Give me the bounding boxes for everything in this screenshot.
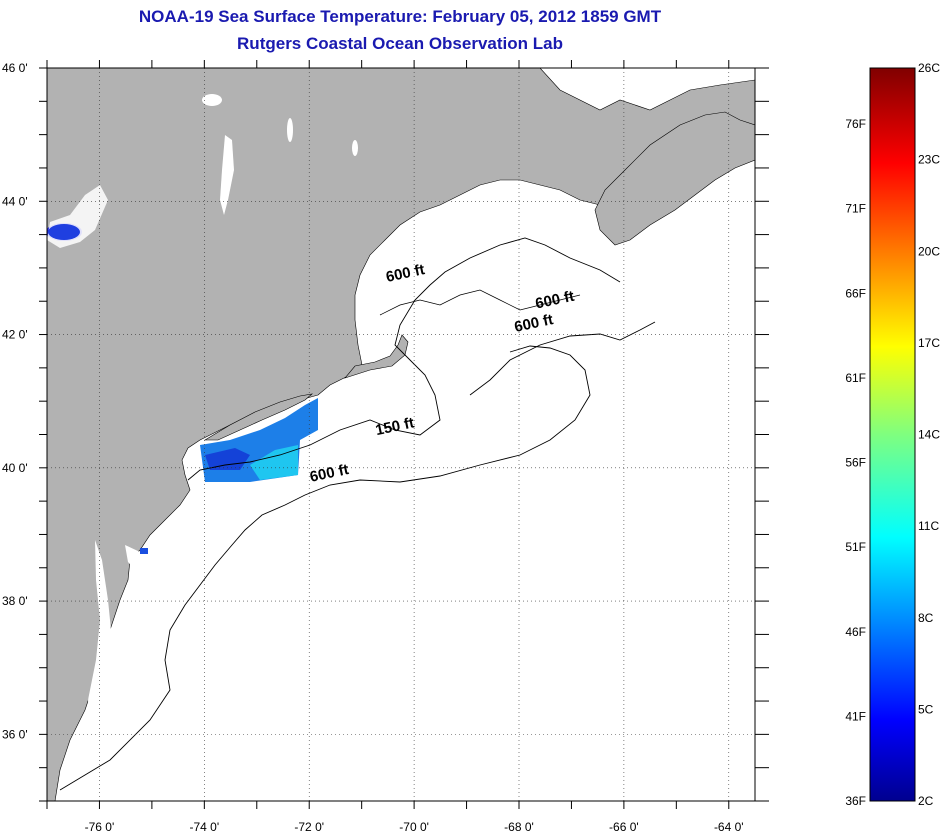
lake-small-2	[287, 118, 293, 142]
lat-tick-label: 44 0'	[2, 194, 28, 208]
map-title: NOAA-19 Sea Surface Temperature: Februar…	[138, 7, 662, 26]
colorbar-label-c: 5C	[918, 702, 934, 716]
colorbar-label-c: 14C	[918, 428, 940, 442]
lake-ontario-water	[48, 224, 80, 240]
sst-patch-cold	[205, 448, 250, 470]
colorbar-label-c: 20C	[918, 244, 940, 258]
delaware-bay	[125, 545, 148, 575]
lon-tick-label: -72 0'	[294, 820, 324, 834]
colorbar-label-c: 8C	[918, 611, 934, 625]
colorbar-label-f: 71F	[845, 202, 866, 216]
land-nova-scotia	[594, 111, 755, 246]
lat-tick-label: 46 0'	[2, 61, 28, 75]
map-subtitle: Rutgers Coastal Ocean Observation Lab	[237, 34, 563, 53]
colorbar-label-c: 23C	[918, 153, 940, 167]
lake-small-1	[202, 94, 222, 106]
land-long-island	[203, 393, 314, 441]
colorbar-label-f: 51F	[845, 540, 866, 554]
lat-tick-label: 42 0'	[2, 328, 28, 342]
colorbar-label-c: 11C	[918, 519, 939, 533]
colorbar-label-c: 2C	[918, 794, 934, 808]
axis-ticks: -76 0' -74 0' -72 0' -70 0' -68 0' -66 0' -64 …	[2, 60, 769, 834]
map-area	[47, 68, 755, 801]
lon-tick-label: -74 0'	[190, 820, 220, 834]
lat-tick-label: 40 0'	[2, 461, 28, 475]
land-cape-cod	[344, 334, 409, 379]
colorbar-label-f: 41F	[845, 709, 866, 723]
lon-tick-label: -68 0'	[504, 820, 534, 834]
contour-600ft-shelf	[59, 345, 591, 791]
colorbar-labels: 76F 71F 66F 61F 56F 51F 46F 41F 36F 26C 23C 20C 17C 1…	[845, 61, 940, 808]
colorbar-label-f: 66F	[845, 286, 866, 300]
lon-tick-label: -70 0'	[399, 820, 429, 834]
contour-600ft-inner	[379, 289, 581, 316]
lon-tick-label: -66 0'	[609, 820, 639, 834]
colorbar-label-c: 17C	[918, 336, 940, 350]
colorbar-label-f: 46F	[845, 625, 866, 639]
colorbar-label-f: 36F	[845, 794, 866, 808]
lon-tick-label: -64 0'	[714, 820, 744, 834]
lon-tick-label: -76 0'	[85, 820, 115, 834]
sst-patch-warm	[250, 445, 298, 480]
lat-tick-label: 36 0'	[2, 727, 28, 741]
chesapeake-bay	[88, 540, 112, 740]
contour-150ft	[187, 237, 621, 481]
colorbar	[869, 67, 916, 802]
sst-patch-delaware	[140, 548, 148, 554]
colorbar-label-f: 76F	[845, 117, 866, 131]
lake-champlain	[220, 135, 234, 215]
lat-tick-label: 38 0'	[2, 594, 28, 608]
colorbar-gradient	[869, 67, 916, 802]
lake-small-3	[352, 140, 358, 156]
colorbar-label-f: 56F	[845, 456, 866, 470]
contour-600ft-gulf	[469, 321, 656, 396]
colorbar-label-f: 61F	[845, 371, 866, 385]
colorbar-label-c: 26C	[918, 61, 940, 75]
